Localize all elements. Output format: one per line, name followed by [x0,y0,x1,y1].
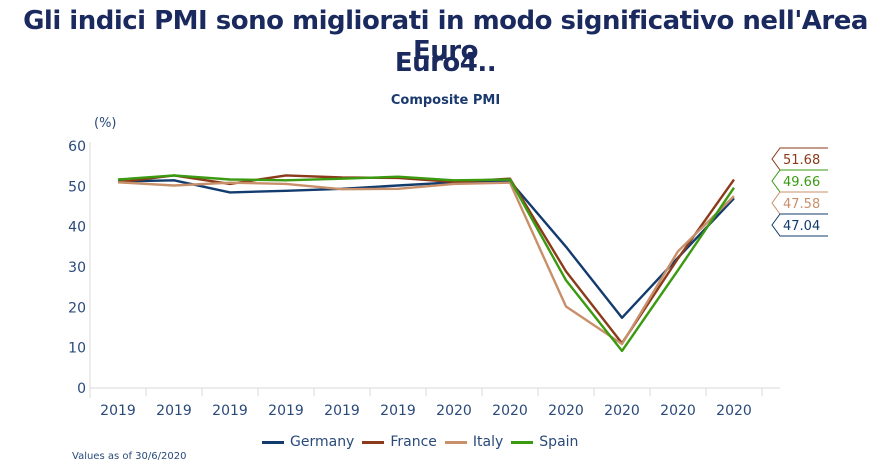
x-tick-label: 2020 [660,403,696,419]
series-line-germany [117,179,735,319]
y-tick-label: 30 [68,260,86,276]
axes: 0 10 20 30 40 50 60 2019 2019 2019 2019 2019 2019 202… [68,139,780,419]
x-tick-label: 2019 [380,403,416,419]
legend-label: Spain [539,434,579,450]
end-label-value: 51.68 [783,153,820,168]
end-label-france: 51.68 [771,147,828,171]
y-tick-label: 50 [68,179,86,195]
chart-title: Composite PMI [390,93,501,108]
end-label-germany: 47.04 [771,213,828,237]
series-line-spain [117,174,735,353]
y-tick-label: 10 [68,341,86,357]
legend-swatch [444,440,467,444]
series-line-france [117,174,735,345]
x-tick-label: 2020 [716,403,752,419]
footnote: Values as of 30/6/2020 [72,451,187,462]
x-tick-label: 2020 [604,403,640,419]
x-tick-label: 2019 [268,403,304,419]
x-tick-label: 2019 [212,403,248,419]
legend: Germany France Italy Spain [262,434,578,450]
page-title-line2: Euro4.. [394,48,497,78]
end-label-spain: 49.66 [771,169,828,193]
legend-item-france: France [362,434,437,450]
legend-item-italy: Italy [444,434,504,450]
series-line-italy [117,181,735,346]
legend-swatch [362,440,385,444]
page-title-line1: Gli indici PMI sono migliorati in modo s… [23,6,868,66]
series-lines [117,174,735,353]
y-axis-unit-label: (%) [94,116,117,131]
legend-item-germany: Germany [262,434,354,450]
x-tick-label: 2019 [100,403,136,419]
y-tick-label: 20 [68,300,86,316]
y-tick-label: 60 [68,139,86,155]
end-label-value: 47.04 [783,219,820,234]
legend-label: France [390,434,437,450]
end-value-labels: 51.68 49.66 47.58 47.04 [771,147,828,237]
legend-swatch [262,440,284,444]
x-tick-label: 2019 [324,403,360,419]
x-tick-label: 2020 [492,403,528,419]
end-label-value: 49.66 [783,175,820,190]
end-label-italy: 47.58 [771,191,828,215]
x-tick-label: 2020 [436,403,472,419]
end-label-value: 47.58 [783,197,820,212]
legend-label: Germany [290,434,355,450]
y-tick-label: 0 [77,381,86,397]
x-tick-label: 2020 [548,403,584,419]
legend-item-spain: Spain [511,434,578,450]
y-tick-label: 40 [68,220,86,236]
legend-label: Italy [472,434,504,450]
x-tick-label: 2019 [156,403,192,419]
legend-swatch [511,440,534,444]
